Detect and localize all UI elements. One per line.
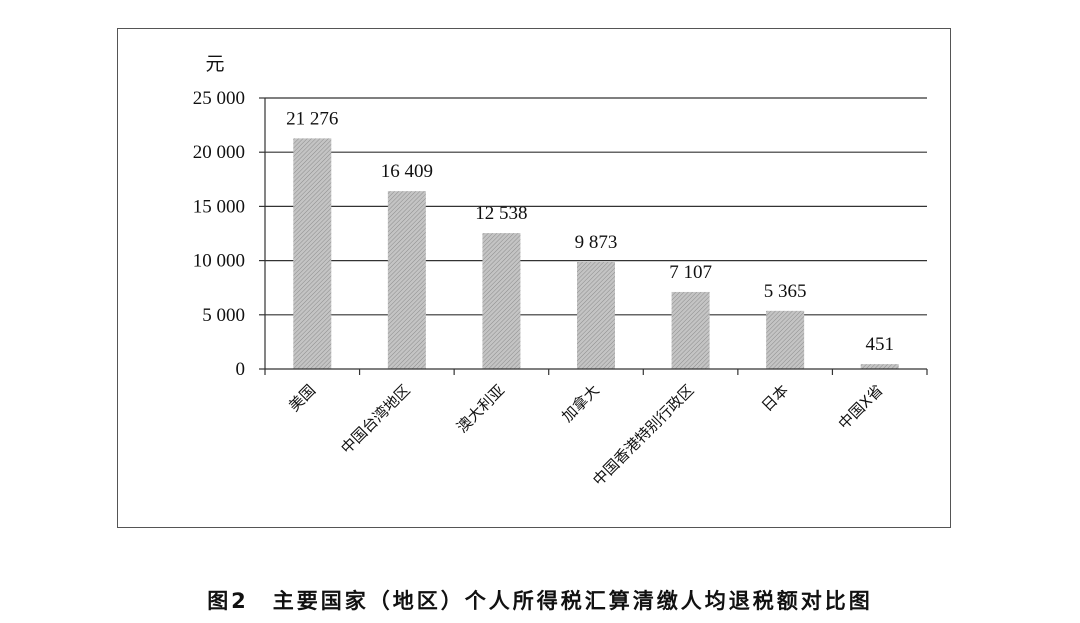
x-category-label: 中国台湾地区: [337, 381, 413, 457]
bar: [387, 191, 426, 369]
x-category-label: 加拿大: [558, 381, 603, 426]
y-tick-label: 10 000: [193, 251, 245, 272]
data-label: 16 409: [381, 161, 433, 182]
chart-frame: [117, 28, 951, 528]
bar: [577, 261, 615, 369]
bar: [766, 310, 805, 369]
data-label: 12 538: [475, 203, 527, 224]
y-tick-label: 15 000: [193, 196, 245, 217]
data-label: 21 276: [286, 108, 338, 129]
data-label: 451: [865, 334, 894, 355]
x-category-label: 澳大利亚: [453, 381, 508, 436]
data-label: 9 873: [575, 232, 618, 253]
y-tick-label: 5 000: [202, 305, 245, 326]
x-category-label: 中国X省: [835, 381, 887, 433]
bar: [860, 364, 899, 369]
bar-chart: 0 5 000 10 000 15 000 20 000 25 000 元 21 276 美国 1…: [193, 53, 928, 489]
x-category-label: 美国: [285, 381, 319, 415]
bar: [671, 291, 710, 369]
y-tick-label: 20 000: [193, 142, 245, 163]
y-tick-label: 0: [236, 359, 246, 380]
bar: [293, 138, 332, 369]
data-label: 5 365: [764, 281, 807, 302]
y-unit-label: 元: [205, 53, 224, 75]
x-category-label: 中国香港特别行政区: [589, 381, 697, 489]
figure-caption: 图2 主要国家（地区）个人所得税汇算清缴人均退税额对比图: [207, 589, 873, 613]
bar: [482, 233, 521, 369]
data-label: 7 107: [669, 262, 712, 283]
x-category-label: 日本: [758, 381, 792, 415]
y-tick-label: 25 000: [193, 88, 245, 109]
